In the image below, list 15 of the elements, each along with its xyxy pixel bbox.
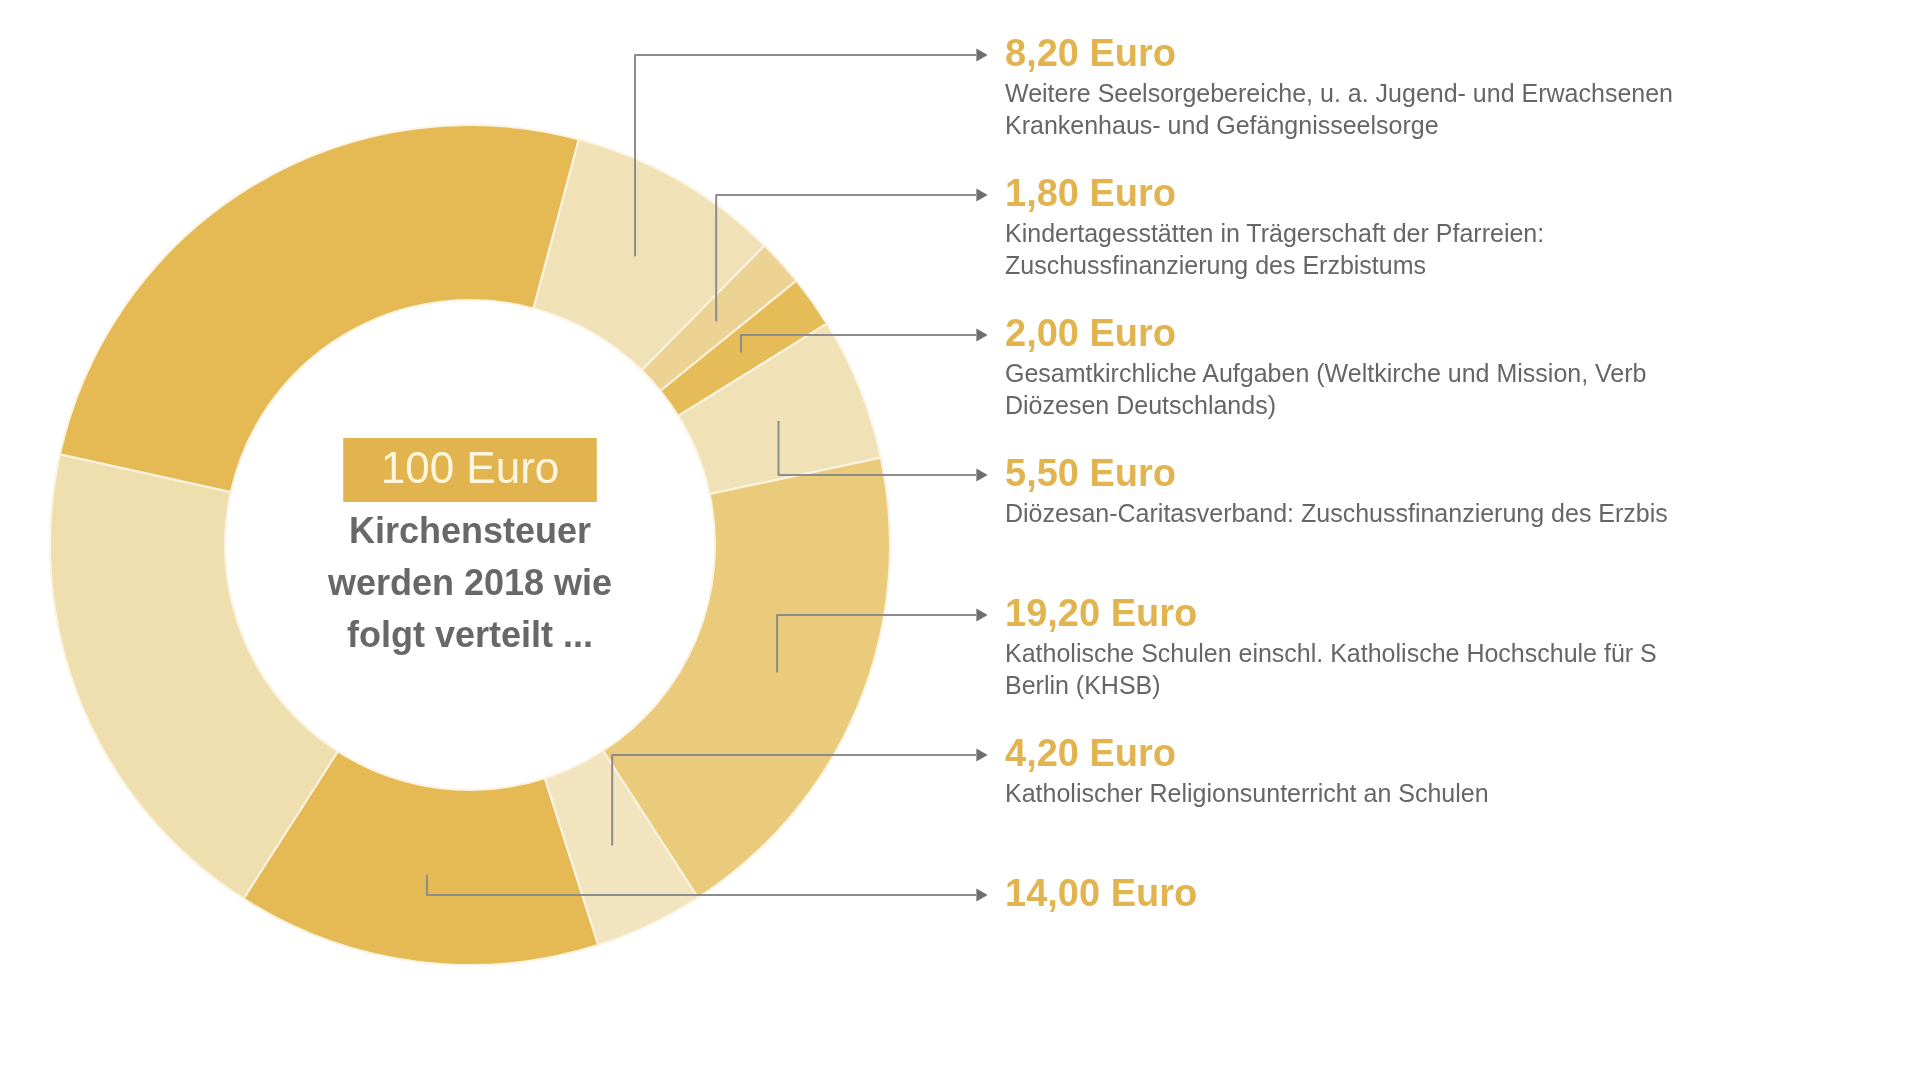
slice-label: Gesamtkirchliche Aufgaben (Weltkirche und Mission, Verb Diözesen Deutschlands)	[1005, 359, 1647, 419]
data-label: 8,20 Euro	[1005, 32, 1177, 74]
slice-label: Kindertagesstätten in Trägerschaft der Pfarreien: Zuschussfinanzierung des Erzbistums	[1005, 219, 1545, 279]
text: Kirchensteuer werden 2018 wie folgt verteilt ...	[326, 510, 613, 655]
data-label: 4,20 Euro	[1005, 732, 1177, 774]
slice-label: Diözesan-Caritasverband: Zuschussfinanzierung des Erzbis	[1005, 499, 1668, 527]
data-label: 1,80 Euro	[1005, 172, 1177, 214]
slice-label: Weitere Seelsorgebereiche, u. a. Jugend- und Erwachsenen Krankenhaus- und Gefängnisseelsorge	[1005, 79, 1674, 139]
data-label: 5,50 Euro	[1005, 452, 1177, 494]
data-label: 14,00 Euro	[1005, 872, 1198, 914]
text: 100 Euro	[380, 443, 560, 492]
slice-label: Katholischer Religionsunterricht an Schulen	[1005, 779, 1489, 807]
data-label: 2,00 Euro	[1005, 312, 1177, 354]
slice-label: Katholische Schulen einschl. Katholische Hochschule für S Berlin (KHSB)	[1005, 639, 1657, 699]
data-label: 19,20 Euro	[1005, 592, 1198, 634]
